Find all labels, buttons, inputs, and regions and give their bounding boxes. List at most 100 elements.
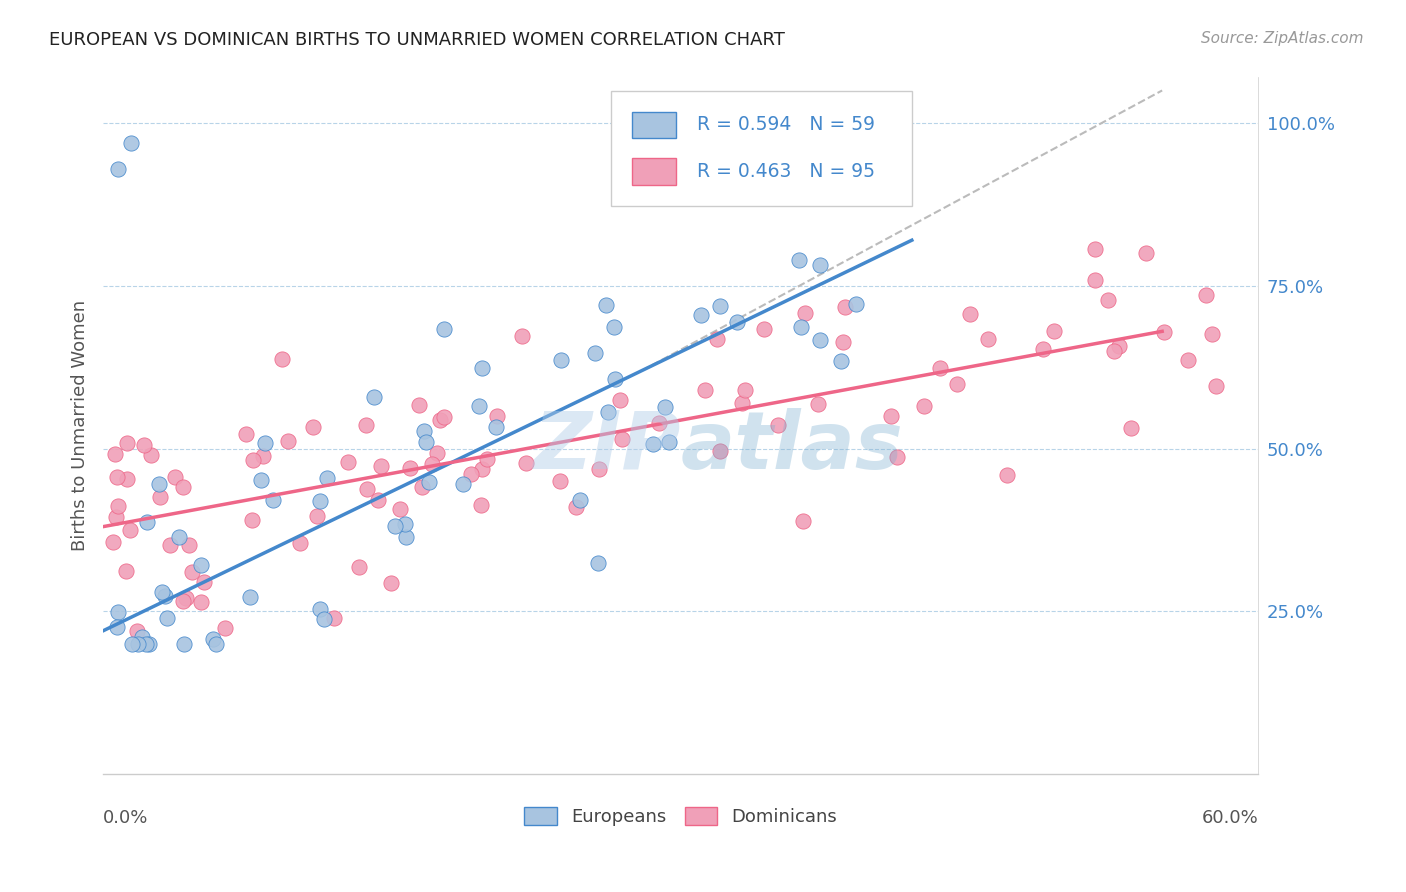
Point (370, 458, 392, 473)
Point (398, 460, 420, 475)
Point (610, 432, 633, 446)
Point (886, 450, 908, 464)
Point (131, 630, 153, 644)
Point (309, 601, 332, 615)
Point (752, 321, 775, 335)
Point (1108, 339, 1130, 353)
Point (550, 474, 572, 488)
Point (790, 319, 813, 334)
Point (302, 419, 325, 434)
Point (190, 595, 212, 609)
Point (471, 462, 494, 476)
Point (467, 399, 489, 413)
Point (1097, 293, 1119, 308)
Point (609, 393, 631, 408)
Point (115, 435, 138, 450)
Point (262, 493, 284, 508)
FancyBboxPatch shape (612, 91, 912, 206)
Point (418, 475, 440, 489)
Point (832, 335, 855, 350)
Point (654, 401, 676, 415)
Point (880, 409, 903, 423)
Point (415, 435, 437, 450)
Point (249, 473, 271, 487)
Point (411, 480, 433, 494)
Point (107, 605, 129, 619)
Point (1177, 353, 1199, 368)
Point (190, 558, 212, 573)
Point (139, 448, 162, 462)
Point (367, 492, 389, 507)
Point (138, 637, 160, 651)
Point (305, 509, 328, 524)
Point (792, 514, 814, 528)
Point (114, 564, 136, 578)
Point (107, 499, 129, 513)
Point (202, 632, 225, 647)
Point (149, 490, 172, 504)
Point (107, 161, 129, 176)
Point (588, 462, 610, 476)
Point (1205, 379, 1227, 393)
Point (470, 498, 492, 512)
Point (1032, 343, 1054, 357)
Point (180, 565, 202, 579)
Point (1135, 246, 1157, 260)
Point (120, 136, 142, 150)
Point (148, 477, 170, 491)
Point (1043, 324, 1066, 338)
Point (118, 523, 141, 537)
Text: 0.0%: 0.0% (103, 809, 149, 827)
Point (550, 352, 572, 367)
Point (1195, 287, 1218, 301)
Point (806, 396, 828, 410)
Point (565, 500, 588, 514)
Point (605, 372, 627, 386)
FancyBboxPatch shape (633, 158, 676, 185)
Point (105, 469, 128, 483)
Point (1084, 242, 1107, 256)
Legend: Europeans, Dominicans: Europeans, Dominicans (517, 799, 845, 833)
Point (1201, 327, 1223, 342)
Text: 60.0%: 60.0% (1202, 809, 1258, 827)
FancyBboxPatch shape (633, 112, 676, 138)
Point (309, 493, 332, 508)
Point (460, 467, 482, 481)
Point (413, 424, 436, 438)
Point (322, 611, 344, 625)
Point (354, 418, 377, 433)
Point (471, 361, 494, 376)
Point (242, 453, 264, 467)
Point (270, 352, 292, 367)
Point (290, 536, 312, 550)
Point (239, 590, 262, 604)
Point (159, 538, 181, 552)
Point (135, 637, 157, 651)
Point (150, 585, 173, 599)
Point (172, 480, 194, 494)
Point (380, 576, 402, 591)
Point (103, 534, 125, 549)
Point (432, 410, 454, 425)
Point (388, 502, 411, 516)
Point (734, 383, 756, 397)
Point (1084, 273, 1107, 287)
Point (709, 444, 731, 458)
Point (808, 258, 831, 272)
Point (429, 413, 451, 427)
Point (766, 417, 789, 432)
Point (512, 329, 534, 343)
Point (135, 515, 157, 529)
Point (583, 346, 606, 360)
Point (845, 297, 868, 311)
Point (395, 530, 418, 544)
Point (235, 427, 257, 442)
Point (794, 306, 817, 320)
Point (596, 405, 619, 419)
Point (433, 321, 456, 335)
Point (568, 492, 591, 507)
Point (104, 509, 127, 524)
Point (485, 409, 508, 423)
Point (384, 519, 406, 533)
Point (394, 517, 416, 532)
